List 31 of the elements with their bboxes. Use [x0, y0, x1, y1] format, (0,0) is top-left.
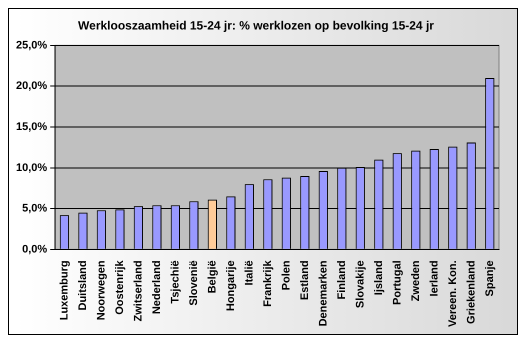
x-tick-label: Griekenland — [465, 260, 478, 324]
y-tick-label: 25,0% — [16, 39, 48, 52]
x-tick-label: Luxemburg — [58, 260, 70, 320]
x-tick-label: Slovenië — [188, 260, 200, 306]
chart-title: Werklooszaamheid 15-24 jr: % werklozen op bevolking 15-24 jr — [78, 18, 434, 33]
x-tick-label: Ierland — [428, 260, 440, 296]
y-tick-label: 10,0% — [16, 162, 48, 174]
x-tick-label: Italië — [243, 260, 256, 286]
x-tick-label: Zwitserland — [132, 260, 144, 322]
x-tick-label: Zweden — [410, 260, 422, 302]
x-tick-label: Finland — [336, 260, 348, 300]
x-tick-label: Tsjechië — [169, 260, 182, 304]
x-tick-label: Slovakije — [354, 260, 366, 308]
x-tick-label: Denemarken — [317, 260, 330, 326]
x-tick-label: Nederland — [150, 260, 163, 314]
y-tick-label: 15,0% — [16, 121, 48, 134]
x-tick-label: Oostenrijk — [114, 259, 126, 315]
x-tick-label: Noorwegen — [95, 260, 108, 320]
x-tick-label: Ijsland — [372, 260, 385, 296]
x-tick-label: Vereen. Kon. — [446, 260, 459, 328]
x-tick-label: Polen — [280, 260, 292, 290]
y-tick-label: 0,0% — [22, 243, 48, 256]
x-tick-label: Frankrijk — [262, 259, 274, 307]
x-tick-label: Estland — [298, 260, 311, 300]
x-tick-label: Duitsland — [76, 260, 89, 310]
x-tick-label: Hongarije — [224, 260, 237, 312]
y-tick-label: 5,0% — [22, 202, 48, 215]
x-tick-label: Spanje — [484, 260, 496, 296]
x-tick-label: België — [206, 260, 218, 294]
y-tick-label: 20,0% — [16, 80, 48, 92]
x-tick-label: Portugal — [391, 260, 404, 305]
